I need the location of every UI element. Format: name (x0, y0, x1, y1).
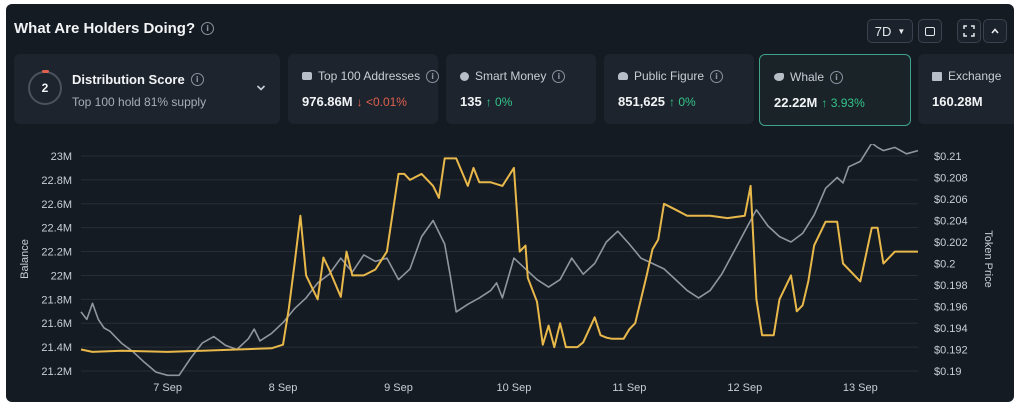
arrow-up-icon: ↑ (669, 95, 675, 109)
y-tick-label: 21.8M (41, 294, 72, 306)
whale-icon (774, 73, 784, 81)
x-tick-label: 13 Sep (843, 382, 878, 394)
x-tick-label: 8 Sep (269, 382, 298, 394)
info-icon[interactable]: i (830, 70, 844, 84)
panel-title: What Are Holders Doing? i (14, 20, 215, 37)
y-tick-label: 21.6M (41, 318, 72, 330)
panel-title-text: What Are Holders Doing? (14, 20, 196, 37)
y-tick-label: 22.2M (41, 247, 72, 259)
top100-change-value: <0.01% (365, 95, 407, 109)
balance-line (80, 157, 918, 353)
top100-change: ↓ <0.01% (357, 95, 407, 109)
info-icon[interactable]: i (190, 73, 204, 86)
y-axis-title: Balance (19, 239, 31, 279)
y-tick-label: 23M (51, 151, 72, 163)
collapse-button[interactable] (983, 19, 1007, 43)
y2-tick-label: $0.194 (934, 323, 968, 335)
info-icon[interactable]: i (201, 22, 215, 35)
y2-tick-label: $0.19 (934, 366, 962, 378)
arrow-up-icon: ↑ (821, 96, 828, 110)
whale-card[interactable]: Whale i 22.22M ↑ 3.93% (759, 54, 911, 126)
export-button[interactable] (918, 19, 942, 43)
exchange-label: Exchange (948, 69, 1002, 83)
x-tick-label: 11 Sep (612, 382, 646, 394)
distribution-score-gauge: 2 (28, 70, 62, 105)
info-icon[interactable]: i (426, 69, 440, 83)
token-price-line (80, 144, 919, 377)
whale-change-value: 3.93% (830, 96, 865, 110)
x-tick-label: 12 Sep (727, 382, 762, 394)
y-tick-label: 21.2M (41, 366, 72, 378)
distribution-score-label-text: Distribution Score (72, 72, 185, 87)
info-icon[interactable]: i (552, 69, 566, 83)
y2-tick-label: $0.206 (934, 194, 968, 206)
smart-money-change: ↑ 0% (486, 95, 513, 109)
exchange-card[interactable]: Exchange 160.28M (918, 54, 1014, 124)
smart-money-change-value: 0% (495, 95, 513, 109)
top100-addresses-card[interactable]: Top 100 Addresses i 976.86M ↓ <0.01% (288, 54, 440, 124)
public-figure-label: Public Figure (634, 69, 705, 83)
arrow-down-icon: ↓ (356, 95, 363, 109)
y2-tick-label: $0.198 (934, 280, 968, 292)
x-tick-label: 9 Sep (384, 382, 413, 394)
period-value: 7D (874, 23, 892, 39)
whale-label: Whale (790, 70, 825, 84)
public-figure-change-value: 0% (678, 95, 696, 109)
y2-tick-label: $0.208 (934, 173, 968, 185)
holders-panel: What Are Holders Doing? i 7D ▼ 2 Distrib… (6, 4, 1014, 402)
smart-money-label: Smart Money (475, 69, 547, 83)
y2-tick-label: $0.202 (934, 237, 968, 249)
y2-axis-title: Token Price (982, 230, 994, 287)
x-tick-label: 10 Sep (496, 382, 531, 394)
smart-money-card[interactable]: Smart Money i 135 ↑ 0% (446, 54, 596, 124)
public-figure-icon (618, 72, 628, 80)
y2-tick-label: $0.21 (934, 151, 962, 163)
chevron-down-icon[interactable] (256, 84, 266, 92)
distribution-score-label: Distribution Score i (72, 72, 204, 87)
public-figure-card[interactable]: Public Figure i 851,625 ↑ 0% (604, 54, 754, 124)
y-tick-label: 22M (51, 270, 72, 282)
save-icon (925, 26, 935, 36)
chevron-up-icon (991, 28, 999, 34)
smart-money-icon (460, 71, 469, 81)
period-select[interactable]: 7D ▼ (867, 19, 913, 43)
y2-tick-label: $0.192 (934, 345, 968, 357)
top100-label: Top 100 Addresses (318, 69, 421, 83)
top100-value: 976.86M (302, 94, 353, 109)
wallet-icon (302, 72, 312, 80)
whale-change: ↑ 3.93% (821, 96, 864, 110)
info-icon[interactable]: i (710, 69, 724, 83)
y2-tick-label: $0.196 (934, 302, 968, 314)
y-tick-label: 22.6M (41, 199, 72, 211)
expand-button[interactable] (957, 19, 981, 43)
whale-value: 22.22M (774, 95, 818, 110)
distribution-score-value: 2 (41, 81, 49, 95)
balance-price-chart: 21.2M 21.4M 21.6M 21.8M 22M 22.2M 22.4M 22.6M 22… (19, 144, 994, 394)
y-tick-label: 21.4M (41, 342, 72, 354)
y2-tick-label: $0.204 (934, 216, 968, 228)
chevron-down-icon: ▼ (897, 26, 906, 36)
distribution-score-card[interactable]: 2 Distribution Score i Top 100 hold 81% … (14, 54, 280, 124)
arrow-up-icon: ↑ (485, 95, 492, 109)
y2-tick-label: $0.2 (934, 259, 955, 271)
public-figure-change: ↑ 0% (669, 95, 696, 109)
y-tick-label: 22.4M (41, 223, 72, 235)
distribution-score-subtitle: Top 100 hold 81% supply (72, 95, 207, 109)
expand-icon (963, 25, 975, 37)
exchange-value: 160.28M (932, 94, 983, 109)
y-tick-label: 22.8M (41, 175, 72, 187)
smart-money-value: 135 (460, 94, 482, 109)
exchange-icon (932, 71, 942, 81)
x-tick-label: 7 Sep (153, 382, 182, 394)
public-figure-value: 851,625 (618, 94, 665, 109)
